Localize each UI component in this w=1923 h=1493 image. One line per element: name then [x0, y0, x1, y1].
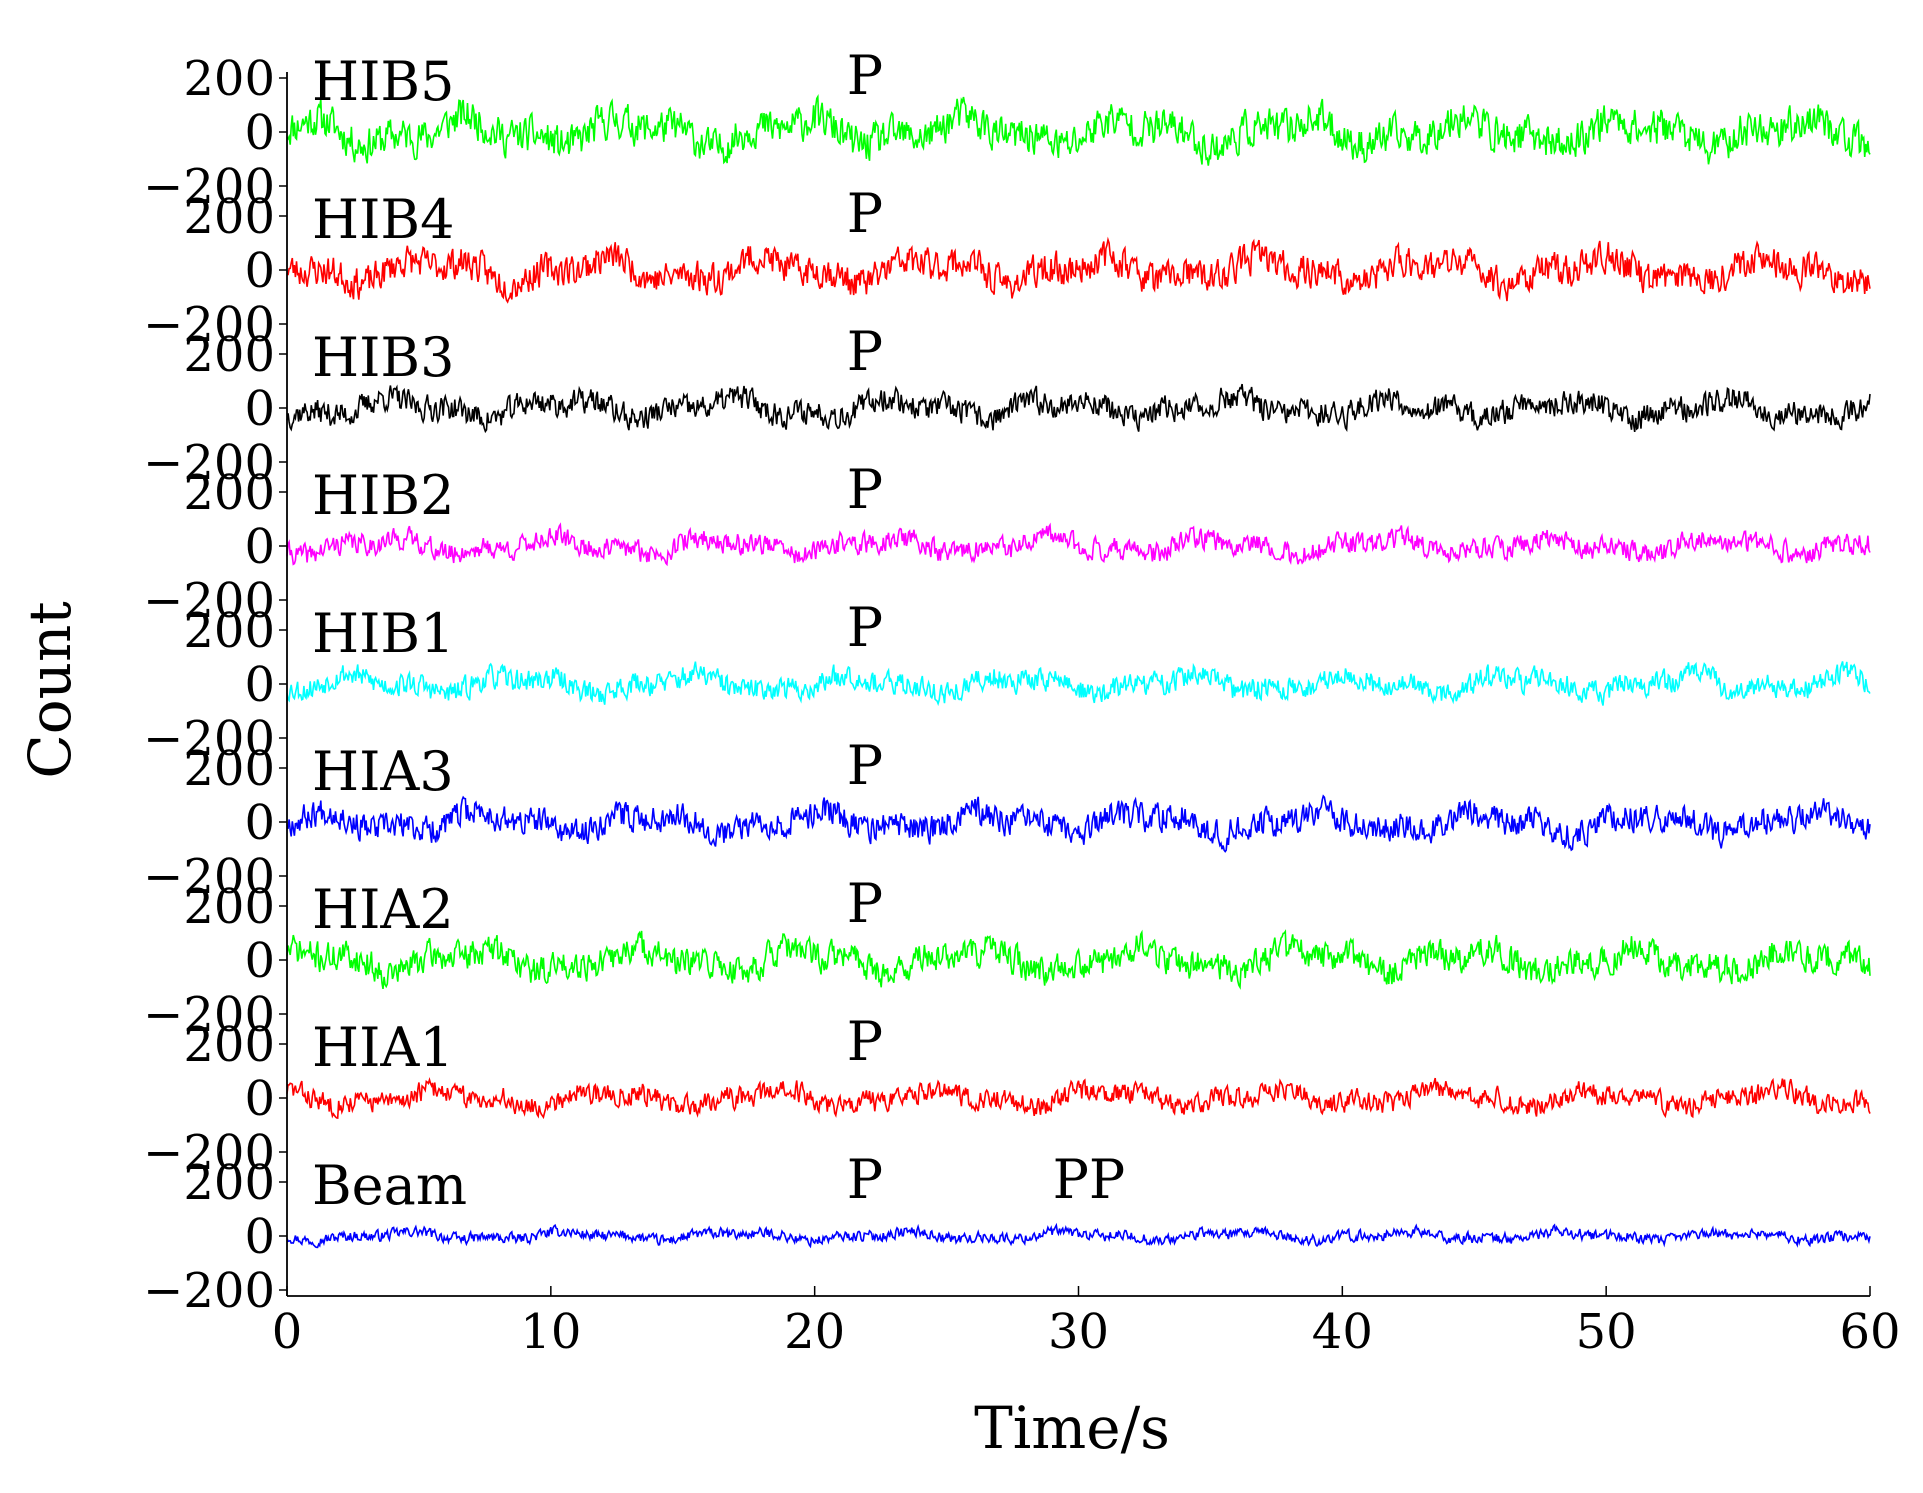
phase-label-hib2-0: P — [847, 458, 883, 521]
phase-label-beam-0: P — [847, 1148, 883, 1211]
y-tick-label: −200 — [143, 1263, 275, 1319]
trace-hib3 — [286, 383, 1871, 434]
trace-beam — [286, 1222, 1871, 1249]
y-tick-label: 0 — [244, 795, 275, 851]
phase-label-hia2-0: P — [847, 872, 883, 935]
trace-hib2 — [286, 522, 1871, 567]
trace-label-hia2: HIA2 — [312, 878, 454, 941]
y-tick-label: 200 — [183, 741, 275, 797]
trace-label-hia1: HIA1 — [312, 1016, 454, 1079]
y-tick-label: 200 — [183, 189, 275, 245]
trace-group: HIB5 P HIB4 P HIB3 P HIB2 P HIB1 P HIA3 P HIA2 P HIA1 P… — [286, 44, 1871, 1249]
y-tick-label: −200 — [143, 1125, 275, 1181]
y-tick-label: 0 — [244, 381, 275, 437]
trace-hib4 — [286, 236, 1871, 304]
trace-label-hib4: HIB4 — [312, 188, 454, 251]
trace-hia3 — [286, 794, 1871, 853]
trace-label-hib2: HIB2 — [312, 464, 454, 527]
y-tick-label: 0 — [244, 657, 275, 713]
y-tick-label: 200 — [183, 465, 275, 521]
y-tick-label: 200 — [183, 1017, 275, 1073]
x-tick-label: 40 — [1312, 1304, 1373, 1360]
y-tick-label: 0 — [244, 1209, 275, 1265]
trace-hib5 — [286, 93, 1871, 166]
trace-label-hib3: HIB3 — [312, 326, 454, 389]
y-tick-label: 200 — [183, 879, 275, 935]
y-tick-label: −200 — [143, 297, 275, 353]
y-tick-label: 0 — [244, 933, 275, 989]
y-tick-label: 200 — [183, 603, 275, 659]
y-tick-label: −200 — [143, 435, 275, 491]
phase-label-hia3-0: P — [847, 734, 883, 797]
phase-label-hib1-0: P — [847, 596, 883, 659]
trace-label-hib1: HIB1 — [312, 602, 454, 665]
phase-label-hia1-0: P — [847, 1010, 883, 1073]
x-tick-label: 60 — [1839, 1304, 1900, 1360]
y-tick-label: 200 — [183, 51, 275, 107]
y-tick-label: −200 — [143, 159, 275, 215]
trace-label-hia3: HIA3 — [312, 740, 454, 803]
x-axis-title: Time/s — [974, 1394, 1170, 1462]
x-tick-label: 20 — [784, 1304, 845, 1360]
y-tick-label: 0 — [244, 1071, 275, 1127]
y-tick-label: −200 — [143, 573, 275, 629]
trace-hia1 — [286, 1076, 1871, 1120]
axes-group: 2000−2002000−2002000−2002000−2002000−200… — [143, 51, 1900, 1360]
x-tick-label: 10 — [520, 1304, 581, 1360]
x-tick-label: 50 — [1576, 1304, 1637, 1360]
trace-label-hib5: HIB5 — [312, 50, 454, 113]
trace-hib1 — [286, 661, 1871, 707]
trace-hia2 — [286, 929, 1871, 990]
y-axis-title: Count — [16, 601, 84, 778]
x-tick-label: 0 — [272, 1304, 303, 1360]
y-tick-label: 0 — [244, 105, 275, 161]
x-tick-label: 30 — [1048, 1304, 1109, 1360]
y-tick-label: −200 — [143, 711, 275, 767]
y-tick-label: 200 — [183, 327, 275, 383]
y-tick-label: −200 — [143, 987, 275, 1043]
y-tick-label: 0 — [244, 243, 275, 299]
phase-label-hib3-0: P — [847, 320, 883, 383]
phase-label-hib4-0: P — [847, 182, 883, 245]
phase-label-hib5-0: P — [847, 44, 883, 107]
y-tick-label: 200 — [183, 1155, 275, 1211]
phase-label-beam-1: PP — [1053, 1148, 1126, 1211]
y-tick-label: 0 — [244, 519, 275, 575]
trace-label-beam: Beam — [312, 1154, 467, 1217]
y-tick-label: −200 — [143, 849, 275, 905]
